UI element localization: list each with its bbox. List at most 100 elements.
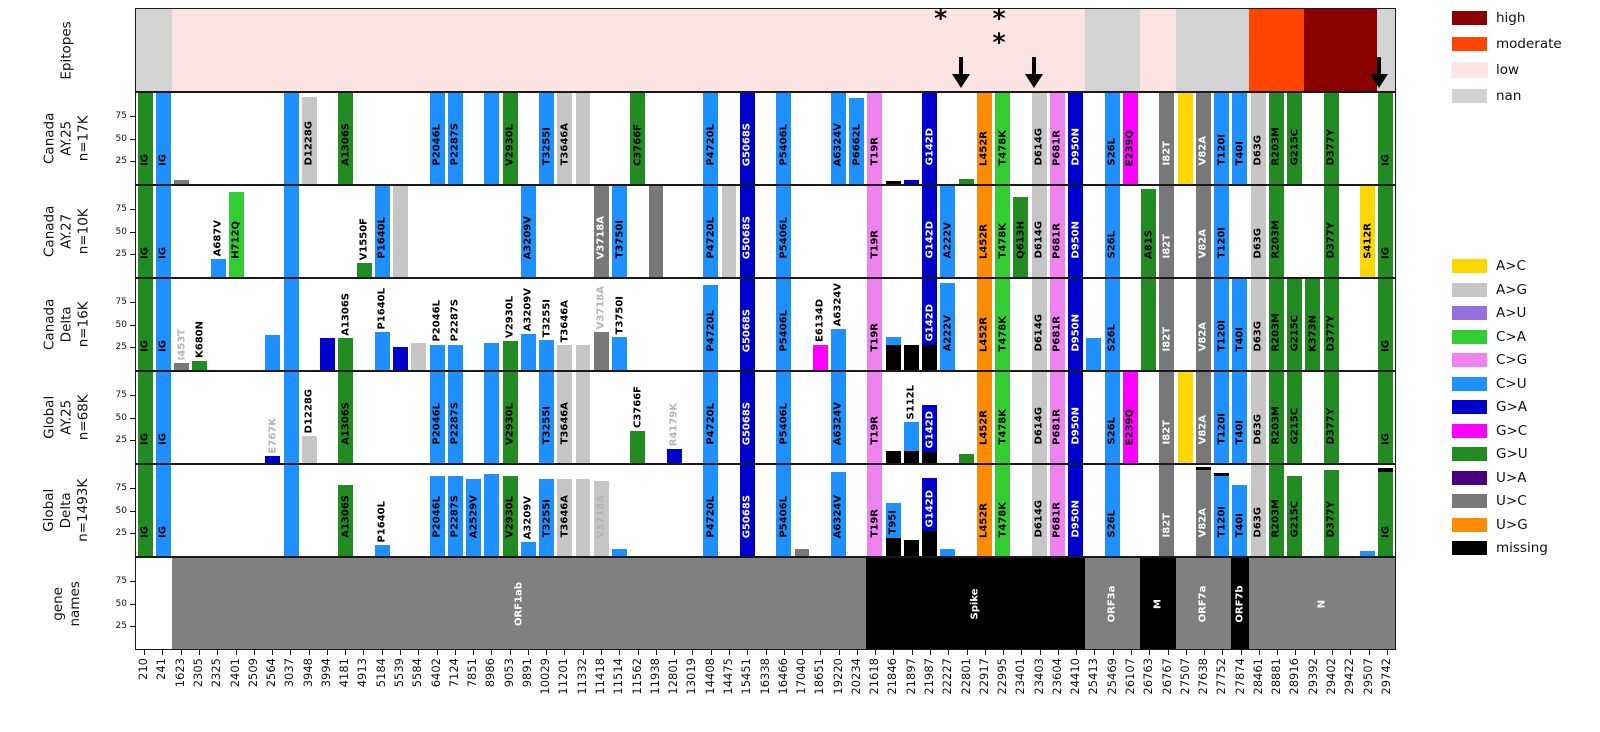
gene-label: ORF7a [1194, 585, 1213, 622]
epitope-legend-item: high [1452, 10, 1600, 26]
bar-column: T19R [866, 465, 884, 556]
bar-label: T478K [997, 223, 1009, 259]
arrow-head [1369, 74, 1388, 88]
bar-label: A222V [942, 315, 954, 352]
epitope-block-high [1303, 9, 1377, 91]
x-tick-label: 4181 [337, 658, 352, 688]
y-tick-label: 25 [115, 434, 127, 445]
x-tick-mark [637, 650, 639, 655]
y-tick-mark [130, 625, 135, 627]
epitope-track: * * * [135, 6, 1396, 92]
bar-label: C3766F [632, 123, 644, 166]
bar-label: P1640L [376, 500, 388, 543]
arrow-head [951, 74, 970, 88]
gene-block-orf7b: ORF7b [1230, 558, 1250, 649]
mutation-bar-C>G [867, 186, 883, 277]
row-label-line: Epitopes [58, 20, 75, 80]
mutation-legend-swatch [1452, 306, 1487, 320]
bar-column: T478K [994, 93, 1012, 184]
x-tick-label: 11938 [647, 658, 662, 695]
x-tick-mark [473, 650, 475, 655]
x-tick-label: 29742 [1378, 658, 1393, 695]
bar-column: IG [136, 279, 154, 370]
bar-column: T3255I [537, 93, 555, 184]
x-tick-mark [491, 650, 493, 655]
bar-column: R203M [1267, 279, 1285, 370]
row-label-line: Delta [58, 492, 75, 529]
mutation-bar-G>A [265, 455, 281, 463]
mutation-bar-C>U [447, 93, 463, 184]
bar-column: R4179K [665, 372, 683, 463]
bar-label: D950N [1070, 407, 1082, 445]
mutation-bar-G>U [137, 93, 153, 184]
bar-column: R203M [1267, 93, 1285, 184]
mutation-bar-G>U [338, 485, 354, 556]
bar-column: G142D [921, 279, 939, 370]
bar-column: A1306S [337, 93, 355, 184]
gene-track-label: gene names [28, 557, 106, 650]
mutation-bar-C>A [228, 192, 244, 277]
x-tick-label: 21987 [921, 658, 936, 695]
bar-label: R203M [1270, 127, 1282, 166]
mutation-bar-C>U [484, 342, 500, 370]
mutation-bar-U>C [174, 362, 190, 370]
bar-column: R203M [1267, 186, 1285, 277]
bar-column: P2287S [446, 93, 464, 184]
y-tick-mark [130, 395, 135, 397]
bar-label: T40I [1234, 327, 1246, 352]
bar-column: P4720L [702, 186, 720, 277]
bar-column: A1306S [337, 465, 355, 556]
mutation-bar-G>U [1323, 372, 1339, 463]
mutation-bar-C>U [1104, 279, 1120, 370]
bar-column: D614G [1030, 372, 1048, 463]
mutation-bar-G>A [1068, 372, 1084, 463]
arrow-down-icon [1369, 57, 1388, 88]
y-tick-mark [130, 302, 135, 304]
bar-column [957, 93, 975, 184]
bar-label: P6662L [851, 124, 863, 166]
x-tick-mark [728, 650, 730, 655]
bar-label: V3718A [595, 215, 607, 259]
x-tick-label: 8986 [483, 658, 498, 688]
mutation-bar-G>U [137, 465, 153, 556]
mutation-bar-C>U [776, 93, 792, 184]
gene-label: Spike [966, 588, 985, 619]
mutation-bar-C>U [374, 545, 390, 556]
bar-label: T120I [1216, 227, 1228, 259]
mutation-bar-U>C [1195, 470, 1211, 556]
mutation-bar-A>G [557, 372, 573, 463]
gene-label-text: N [1316, 599, 1328, 608]
y-tick-mark [130, 532, 135, 534]
mutation-bar-G>U [1268, 93, 1284, 184]
bar-label: A1306S [340, 402, 352, 445]
bar-label: G5068S [741, 401, 753, 445]
x-tick-mark [235, 650, 237, 655]
x-tick-label: 29392 [1305, 658, 1320, 695]
row-label-line: names [66, 580, 83, 627]
x-tick-label: 16338 [757, 658, 772, 695]
bar-column: I453T [172, 279, 190, 370]
arrow-down-icon [1024, 57, 1043, 88]
mutation-legend-item: missing [1452, 540, 1600, 556]
mutation-bar-A>G [393, 186, 409, 277]
mutation-bar-C>U [429, 344, 445, 370]
mutation-bar-A>C [1177, 372, 1193, 463]
mutation-bar-G>U [1141, 279, 1157, 370]
bar-column [282, 186, 300, 277]
mutation-bar-G>C [1122, 93, 1138, 184]
mutation-legend-swatch [1452, 259, 1487, 273]
bar-column: P5406L [775, 279, 793, 370]
gene-label: ORF7b [1230, 585, 1249, 622]
bar-label: G142D [924, 489, 936, 527]
x-tick-mark [546, 650, 548, 655]
bar-label: P4720L [705, 310, 717, 352]
bar-column: D63G [1249, 372, 1267, 463]
mutation-bar-C>U [429, 372, 445, 463]
bar-label: IG [157, 525, 169, 538]
bar-label: D377Y [1325, 408, 1337, 445]
bar-label: P681R [1051, 315, 1063, 352]
gene-label-text: ORF7a [1197, 585, 1209, 622]
bar-column: IG [136, 465, 154, 556]
mutation-bar-U>C [174, 180, 190, 184]
y-tick-mark [130, 116, 135, 118]
